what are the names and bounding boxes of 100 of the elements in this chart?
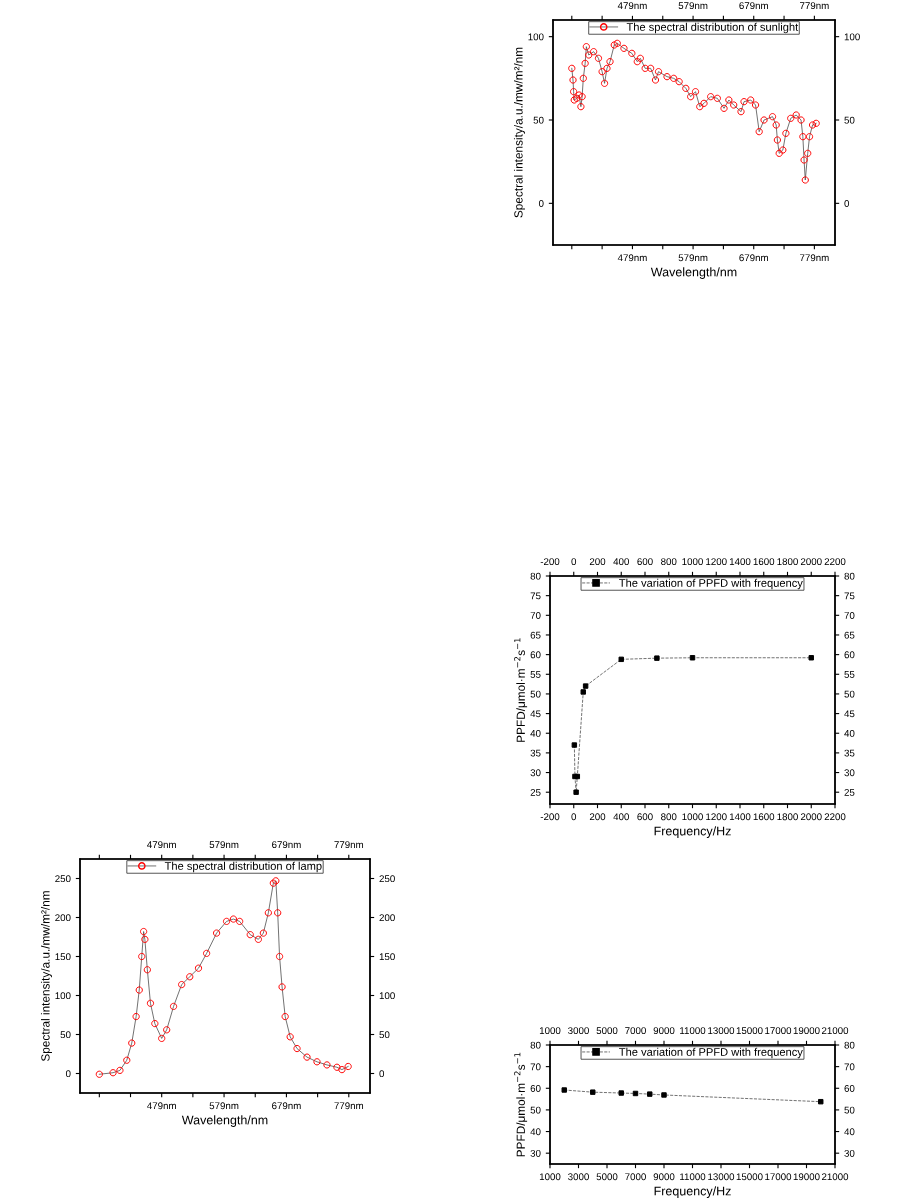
- y-tick-label: 100: [55, 992, 71, 1000]
- x2-tick-label: 479nm: [617, 2, 647, 10]
- x2-tick-label: 400: [613, 558, 629, 566]
- x-tick-label: 2200: [824, 813, 846, 821]
- y2-tick-label: 25: [844, 788, 855, 796]
- x-tick-label: 779nm: [334, 1102, 364, 1110]
- y2-tick-label: 0: [844, 200, 850, 207]
- y2-tick-label: 80: [844, 572, 855, 580]
- y2-tick-label: 100: [379, 992, 395, 1000]
- y2-tick-label: 50: [379, 1031, 390, 1039]
- y-tick-label: 150: [55, 953, 71, 961]
- x2-tick-label: 1600: [753, 558, 775, 566]
- legend-label: The spectral distribution of sunlight: [626, 22, 799, 34]
- x-tick-label: 1000: [682, 813, 703, 821]
- y-tick-label: 80: [530, 572, 541, 580]
- x2-tick-label: 9000: [653, 1027, 675, 1035]
- y-tick-label: 40: [530, 729, 541, 737]
- y2-tick-label: 30: [844, 769, 855, 777]
- x2-tick-label: 2200: [824, 558, 846, 566]
- x-tick-label: 479nm: [617, 254, 647, 262]
- x-tick-label: 800: [661, 813, 677, 821]
- x2-tick-label: 1000: [682, 558, 703, 566]
- x2-tick-label: 3000: [568, 1027, 589, 1035]
- x-tick-label: 679nm: [739, 254, 768, 262]
- y-tick-label: 50: [533, 116, 544, 124]
- x-tick-label: 1400: [729, 813, 751, 821]
- y2-tick-label: 45: [844, 710, 855, 718]
- legend-label: The variation of PPFD with frequency: [619, 578, 803, 590]
- y-tick-label: 70: [530, 1063, 541, 1071]
- y2-tick-label: 0: [379, 1070, 385, 1078]
- y-tick-label: 35: [530, 749, 541, 757]
- x2-tick-label: 1200: [706, 558, 727, 566]
- y-tick-label: 70: [530, 612, 541, 619]
- x-tick-label: 1600: [753, 813, 775, 821]
- y-tick-label: 30: [530, 1149, 541, 1157]
- x-tick-label: 5000: [596, 1173, 618, 1181]
- x2-tick-label: 1400: [729, 558, 751, 566]
- x2-tick-label: 13000: [708, 1027, 735, 1035]
- legend-label: The variation of PPFD with frequency: [619, 1047, 803, 1059]
- legend-label: The spectral distribution of lamp: [164, 861, 322, 873]
- y-tick-label: 60: [530, 1085, 541, 1092]
- y2-tick-label: 30: [844, 1149, 855, 1157]
- y2-tick-label: 70: [844, 612, 855, 619]
- x2-tick-label: -200: [540, 558, 560, 566]
- x-tick-label: 600: [637, 813, 653, 821]
- x-tick-label: 17000: [765, 1173, 792, 1181]
- x-tick-label: 579nm: [678, 254, 708, 262]
- y2-tick-label: 50: [844, 1106, 855, 1114]
- y2-tick-label: 50: [844, 116, 855, 124]
- y-tick-label: 55: [530, 671, 541, 678]
- y2-tick-label: 250: [379, 875, 395, 883]
- x-tick-label: -200: [540, 813, 560, 821]
- y-tick-label: 75: [530, 592, 541, 600]
- x2-tick-label: 19000: [793, 1027, 820, 1035]
- x-tick-label: 11000: [680, 1173, 706, 1181]
- x-axis-title: Frequency/Hz: [654, 826, 731, 838]
- y2-tick-label: 35: [844, 749, 855, 757]
- y-tick-label: 65: [530, 631, 541, 639]
- x2-tick-label: 21000: [821, 1027, 849, 1035]
- x-tick-label: 479nm: [147, 1102, 176, 1110]
- y-tick-label: 200: [55, 914, 71, 922]
- x-axis-title: Wavelength/nm: [181, 1115, 268, 1127]
- x2-tick-label: 15000: [736, 1027, 763, 1035]
- x2-tick-label: 17000: [765, 1027, 792, 1035]
- x2-tick-label: 679nm: [739, 2, 768, 10]
- y-axis-title: PPFD/μmol·m$^{−2}$s$^{−1}$: [514, 638, 528, 742]
- y2-tick-label: 75: [844, 592, 855, 600]
- y2-tick-label: 65: [844, 631, 855, 639]
- x-tick-label: 1200: [706, 813, 727, 821]
- y2-tick-label: 60: [844, 1085, 855, 1092]
- y2-tick-label: 40: [844, 729, 855, 737]
- y-tick-label: 250: [55, 875, 71, 883]
- x2-tick-label: 579nm: [678, 2, 708, 10]
- y-tick-label: 0: [538, 200, 544, 207]
- x-tick-label: 9000: [653, 1173, 675, 1181]
- y2-tick-label: 200: [379, 914, 395, 922]
- x-tick-label: 579nm: [209, 1102, 239, 1110]
- x-tick-label: 3000: [568, 1173, 589, 1181]
- y2-tick-label: 70: [844, 1063, 855, 1071]
- y-axis-title: PPFD/μmol·m$^{−2}$s$^{−1}$: [514, 1052, 528, 1157]
- y2-tick-label: 55: [844, 671, 855, 678]
- y-tick-label: 45: [530, 710, 541, 718]
- x2-tick-label: 579nm: [209, 841, 239, 849]
- x2-tick-label: 600: [637, 558, 653, 566]
- x-tick-label: 400: [613, 813, 629, 821]
- y-axis-title: Spectral intensity/a.u./mw/m²/nm: [40, 891, 52, 1062]
- x-tick-label: 1800: [777, 813, 798, 821]
- y-tick-label: 50: [530, 1106, 541, 1114]
- x-tick-label: 1000: [539, 1173, 561, 1181]
- x2-tick-label: 7000: [625, 1027, 646, 1035]
- y-tick-label: 80: [530, 1041, 541, 1049]
- x-tick-label: 15000: [736, 1173, 763, 1181]
- x-tick-label: 2000: [800, 813, 822, 821]
- x-tick-label: 679nm: [272, 1102, 301, 1110]
- x-tick-label: 200: [589, 813, 606, 821]
- x-tick-label: 779nm: [800, 254, 829, 262]
- y-axis-title: Spectral intensity/a.u./mw/m²/nm: [513, 47, 525, 218]
- y2-tick-label: 60: [844, 651, 855, 659]
- x2-tick-label: 5000: [596, 1027, 618, 1035]
- x-axis-title: Wavelength/nm: [650, 267, 737, 279]
